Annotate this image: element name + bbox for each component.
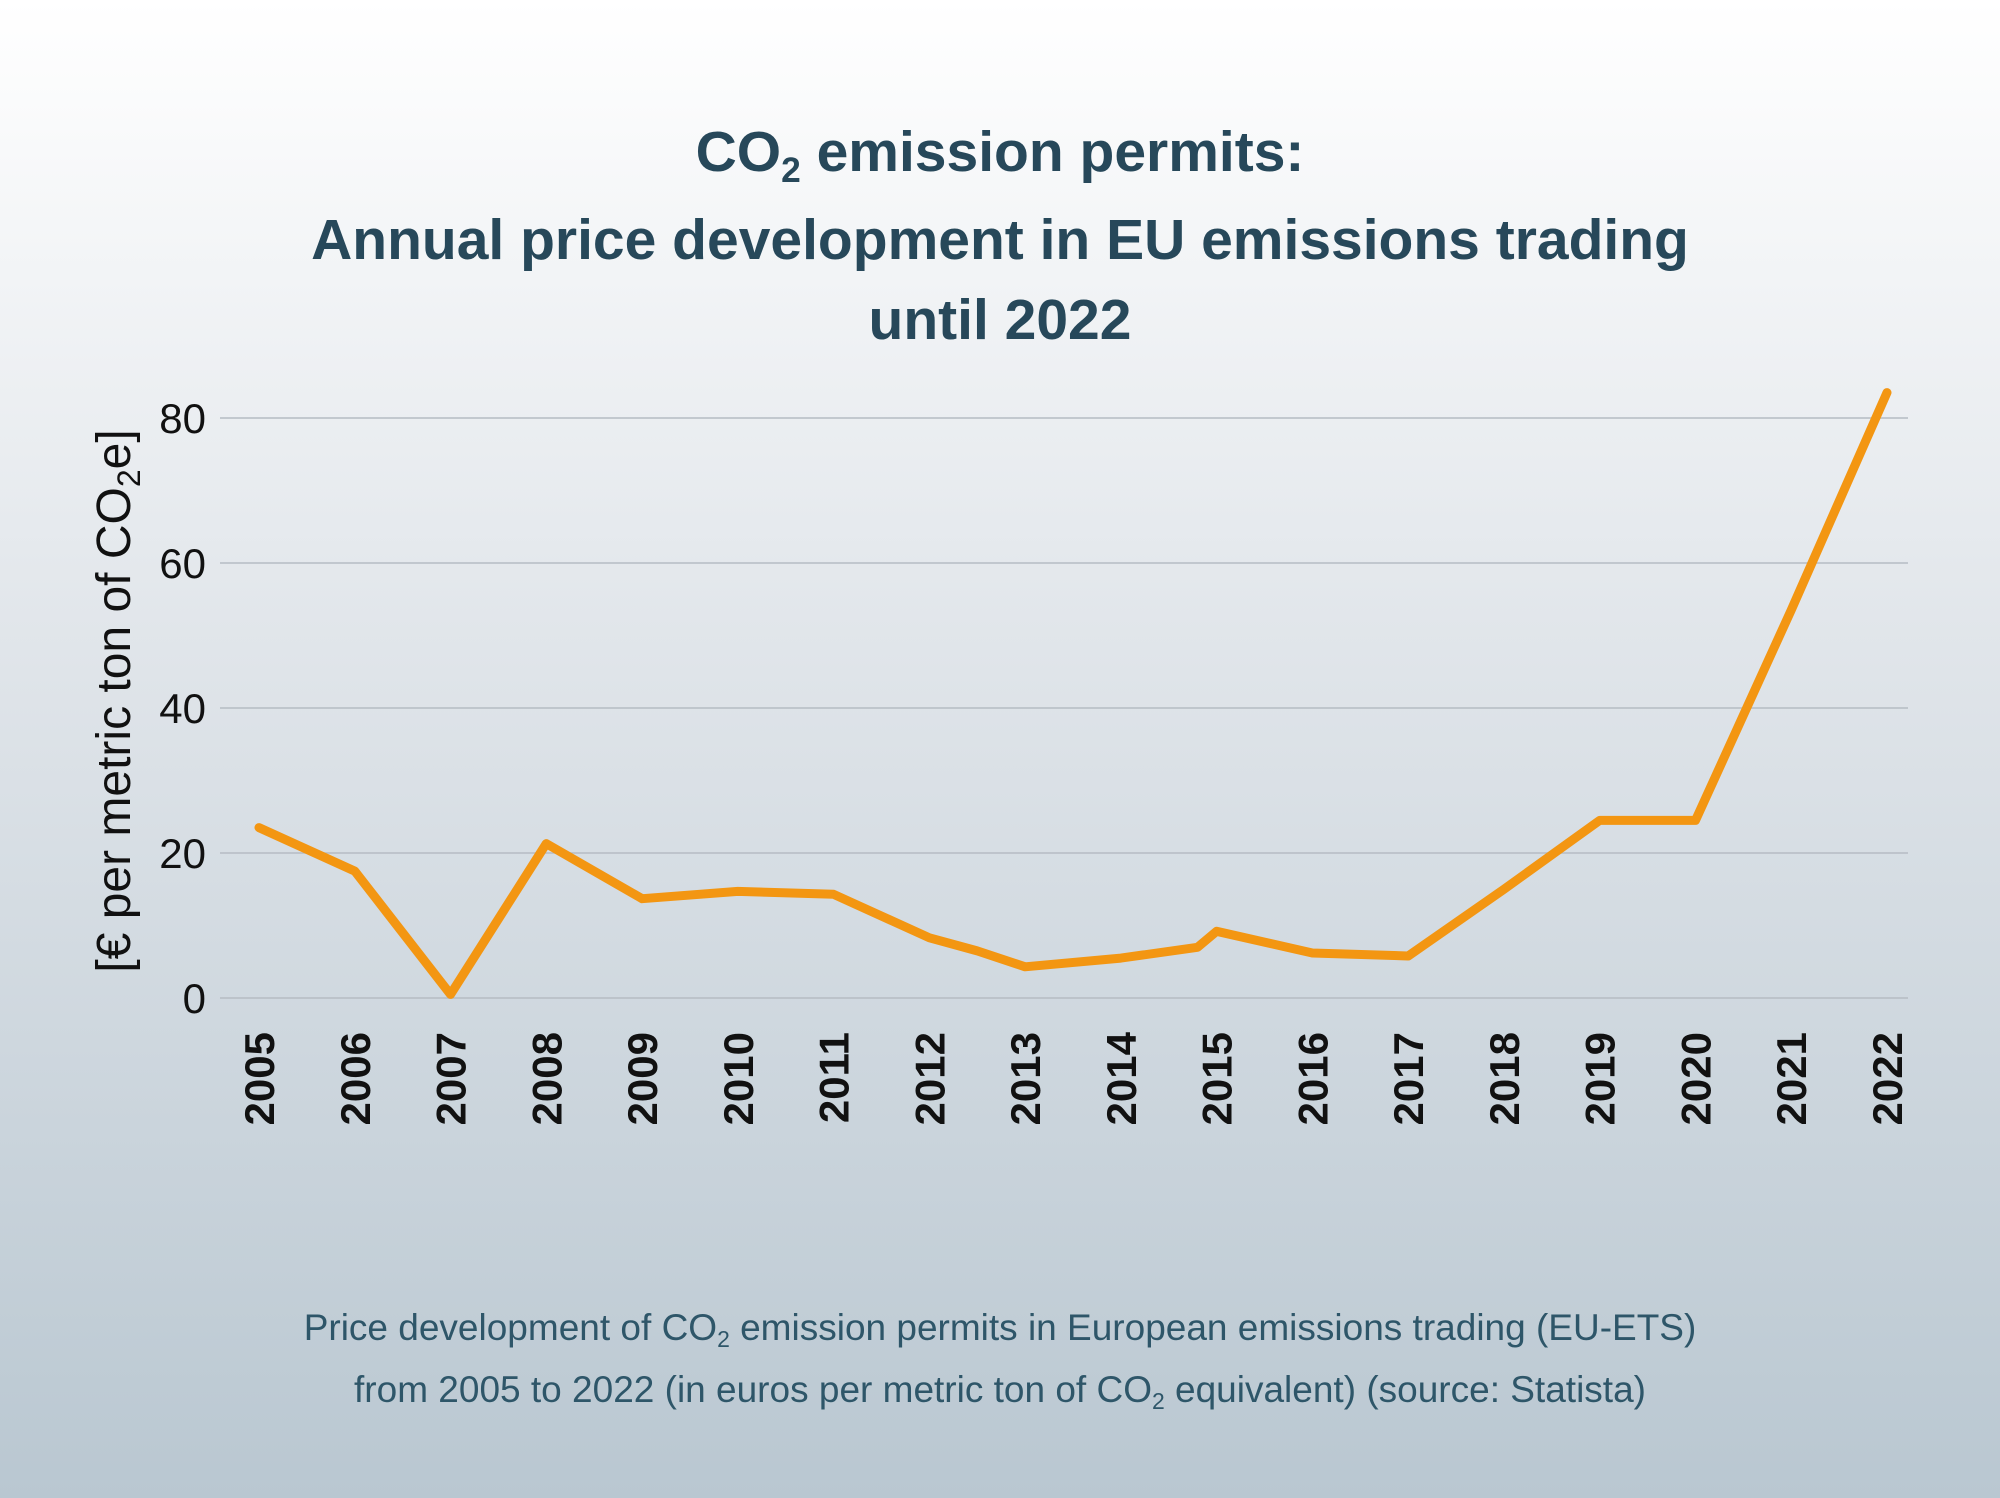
x-tick-label: 2021 <box>1768 1032 1815 1125</box>
x-tick-label: 2013 <box>1002 1032 1049 1125</box>
y-tick-label: 80 <box>159 395 206 442</box>
caption-line-2: from 2005 to 2022 (in euros per metric t… <box>354 1369 1646 1414</box>
x-tick-label: 2011 <box>811 1032 858 1123</box>
price-series-line <box>254 388 1892 999</box>
gridlines <box>220 417 1908 999</box>
y-axis-label: [€ per metric ton of CO2e] <box>88 429 147 972</box>
x-tick-label: 2015 <box>1194 1032 1241 1125</box>
caption-line-1: Price development of CO2 emission permit… <box>303 1307 1697 1352</box>
x-tick-label: 2005 <box>236 1032 283 1125</box>
chart-caption: Price development of CO2 emission permit… <box>0 1299 2000 1423</box>
y-axis-ticks: 0 20 40 60 80 <box>159 395 206 1022</box>
x-tick-label: 2006 <box>332 1032 379 1125</box>
x-tick-label: 2014 <box>1098 1031 1145 1125</box>
y-tick-label: 60 <box>159 540 206 587</box>
x-tick-label: 2009 <box>619 1032 666 1125</box>
x-tick-label: 2018 <box>1481 1032 1528 1125</box>
x-tick-label: 2008 <box>523 1032 570 1125</box>
y-tick-label: 20 <box>159 830 206 877</box>
x-tick-label: 2020 <box>1672 1032 1719 1125</box>
x-tick-label: 2022 <box>1864 1032 1911 1125</box>
y-tick-label: 0 <box>183 975 206 1022</box>
x-tick-label: 2010 <box>715 1032 762 1125</box>
x-tick-label: 2012 <box>906 1032 953 1125</box>
x-axis-ticks: 2005 2006 2007 2008 2009 2010 2011 2012 2013 2014… <box>236 1031 1911 1125</box>
x-tick-label: 2019 <box>1577 1032 1624 1125</box>
chart-title: CO2 emission permits: Annual price devel… <box>0 112 2000 360</box>
x-tick-label: 2007 <box>428 1032 475 1125</box>
y-tick-label: 40 <box>159 685 206 732</box>
x-tick-label: 2017 <box>1385 1032 1432 1125</box>
x-tick-label: 2016 <box>1289 1032 1336 1125</box>
chart-title-line-1: CO2 emission permits: <box>695 120 1305 190</box>
chart-title-line-2: Annual price development in EU emissions… <box>311 208 1689 272</box>
chart-title-line-3: until 2022 <box>868 288 1132 352</box>
